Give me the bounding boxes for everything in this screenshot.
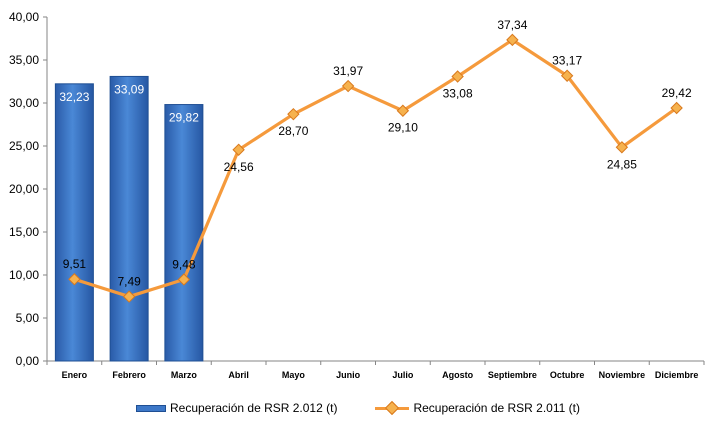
y-tick-label: 20,00	[9, 182, 39, 196]
y-tick-label: 5,00	[16, 311, 40, 325]
y-tick-label: 15,00	[9, 225, 39, 239]
x-tick-label: Mayo	[282, 370, 306, 380]
line-data-label: 9,51	[63, 257, 87, 271]
line-data-label: 37,34	[497, 18, 527, 32]
legend-item-bars: Recuperación de RSR 2.012 (t)	[136, 401, 337, 415]
y-tick-label: 30,00	[9, 96, 39, 110]
line-data-label: 33,08	[443, 87, 473, 101]
x-tick-label: Julio	[392, 370, 414, 380]
line-point	[670, 101, 683, 115]
y-tick-label: 35,00	[9, 53, 39, 67]
line-point	[396, 104, 410, 117]
line-data-label: 24,56	[224, 160, 254, 174]
line-point	[615, 141, 629, 154]
x-tick-label: Febrero	[112, 370, 146, 380]
line-point	[177, 273, 191, 286]
bar-data-label: 29,82	[169, 111, 199, 125]
line-data-label: 28,70	[278, 124, 308, 138]
bar	[109, 75, 149, 362]
x-tick-label: Octubre	[550, 370, 585, 380]
line-point	[506, 33, 519, 47]
bar	[54, 83, 94, 362]
x-tick-label: Diciembre	[655, 370, 699, 380]
line-point	[68, 273, 81, 286]
x-tick-label: Junio	[336, 370, 361, 380]
line-data-label: 7,49	[117, 275, 141, 289]
y-tick-label: 10,00	[9, 268, 39, 282]
x-tick-label: Noviembre	[599, 370, 646, 380]
legend: Recuperación de RSR 2.012 (t) Recuperaci…	[0, 397, 716, 419]
line-point	[451, 70, 464, 83]
bar-data-label: 33,09	[114, 82, 144, 96]
legend-label-bars: Recuperación de RSR 2.012 (t)	[170, 401, 338, 415]
y-tick-label: 25,00	[9, 139, 39, 153]
line-data-label: 29,42	[662, 86, 692, 100]
bar-data-label: 32,23	[59, 90, 89, 104]
line-data-label: 31,97	[333, 64, 363, 78]
legend-item-line: Recuperación de RSR 2.011 (t)	[375, 400, 580, 416]
x-tick-label: Septiembre	[488, 370, 537, 380]
y-tick-label: 0,00	[16, 354, 40, 368]
x-tick-label: Agosto	[442, 370, 473, 380]
x-tick-label: Enero	[62, 370, 88, 380]
legend-label-line: Recuperación de RSR 2.011 (t)	[413, 401, 580, 415]
x-tick-label: Abril	[228, 370, 249, 380]
line-data-label: 24,85	[607, 157, 637, 171]
bar	[164, 104, 204, 362]
line-point	[287, 107, 300, 121]
legend-bar-swatch	[136, 404, 167, 412]
line-data-label: 9,48	[172, 257, 196, 271]
line-series-2011	[72, 38, 679, 299]
y-tick-label: 40,00	[9, 10, 39, 24]
line-point	[341, 79, 355, 93]
chart-plot: 0,00 5,00 10,00 15,00 20,00 25,00 30,00 35,00 40…	[9, 10, 705, 380]
line-point	[232, 143, 245, 156]
line-point	[560, 69, 574, 82]
x-tick-label: Marzo	[171, 370, 198, 380]
line-data-label: 29,10	[388, 121, 418, 135]
legend-line-swatch	[375, 400, 410, 416]
line-point	[122, 290, 136, 303]
line-data-label: 33,17	[552, 54, 582, 68]
